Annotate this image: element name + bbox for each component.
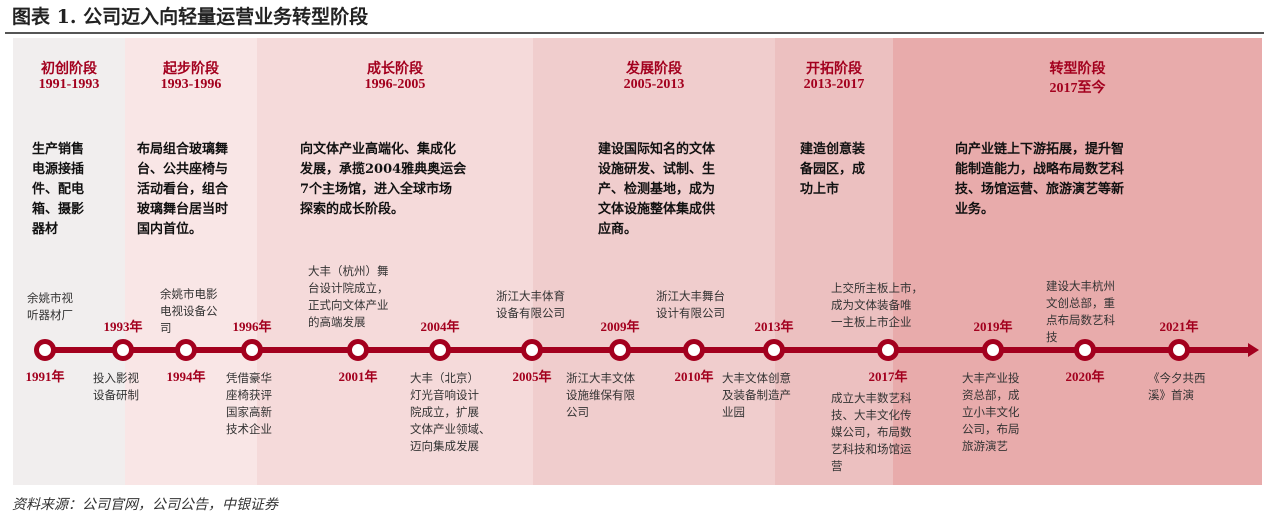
phase-description: 建设国际知名的文体 设施研发、试制、生 产、检测基地，成为 文体设施整体集成供 …	[598, 142, 716, 237]
timeline-node	[429, 339, 451, 361]
event-text: 余姚市视 听器材厂	[27, 291, 73, 322]
timeline-node	[521, 339, 543, 361]
phase-description: 生产销售 电源接插 件、配电 箱、摄影 器材	[32, 142, 85, 237]
event-text: 浙江大丰舞台 设计有限公司	[656, 289, 725, 320]
event-year: 1993年	[103, 319, 143, 334]
event-text: 浙江大丰体育 设备有限公司	[496, 289, 565, 320]
event-year: 1991年	[25, 369, 65, 384]
event-text: 《今夕共西 溪》首演	[1148, 371, 1206, 402]
timeline-node	[683, 339, 705, 361]
phase-name: 成长阶段	[367, 61, 423, 77]
phase-name: 开拓阶段	[806, 61, 862, 77]
event-year: 2021年	[1159, 319, 1199, 334]
phase-name: 初创阶段	[41, 61, 97, 77]
event-text: 投入影视 设备研制	[93, 371, 139, 402]
phase-years: 1996-2005	[364, 77, 426, 92]
timeline-node	[609, 339, 631, 361]
timeline-node	[1074, 339, 1096, 361]
timeline-node	[763, 339, 785, 361]
phase-band	[125, 38, 257, 485]
phase-years: 2017至今	[1049, 81, 1106, 96]
phase-band	[533, 38, 775, 485]
phase-name: 转型阶段	[1049, 61, 1106, 77]
event-year: 2013年	[754, 319, 794, 334]
event-text-secondary: 成立大丰数艺科 技、大丰文化传 媒公司，布局数 艺科技和场馆运 营	[831, 391, 912, 473]
timeline-node	[877, 339, 899, 361]
event-text: 凭借豪华 座椅获评 国家高新 技术企业	[226, 371, 272, 436]
event-year: 2010年	[674, 369, 714, 384]
event-text: 建设大丰杭州 文创总部，重 点布局数艺科 技	[1046, 279, 1115, 344]
source-note: 资料来源：公司官网，公司公告，中银证券	[12, 497, 278, 513]
event-year: 2001年	[338, 369, 378, 384]
phase-name: 发展阶段	[626, 61, 682, 77]
event-text: 上交所主板上市， 成为文体装备唯 一主板上市企业	[831, 281, 923, 329]
phase-years: 2005-2013	[623, 77, 685, 92]
phase-description: 向产业链上下游拓展，提升智 能制造能力，战略布局数艺科 技、场馆运营、旅游演艺等…	[955, 142, 1125, 217]
event-text: 余姚市电影 电视设备公 司	[160, 287, 218, 335]
event-text: 大丰（北京） 灯光音响设计 院成立，扩展 文体产业领域、 迈向集成发展	[410, 371, 491, 453]
timeline-node	[175, 339, 197, 361]
timeline-node	[241, 339, 263, 361]
phase-years: 1991-1993	[38, 77, 100, 92]
event-year: 2019年	[973, 319, 1013, 334]
phase-name: 起步阶段	[163, 61, 219, 77]
phase-description: 向文体产业高端化、集成化 发展，承揽2004雅典奥运会 7个主场馆，进入全球市场…	[300, 142, 467, 217]
event-text: 大丰文体创意 及装备制造产 业园	[722, 371, 791, 419]
timeline-node	[1168, 339, 1190, 361]
event-year: 2005年	[512, 369, 552, 384]
phase-band	[893, 38, 1262, 485]
phase-years: 1993-1996	[160, 77, 222, 92]
phase-band	[13, 38, 125, 485]
event-year: 2009年	[600, 319, 640, 334]
title-divider	[5, 32, 1264, 34]
timeline-axis	[36, 347, 1250, 353]
phase-years: 2013-2017	[803, 77, 865, 92]
event-year: 2004年	[420, 319, 460, 334]
timeline-arrow-icon	[1248, 343, 1259, 357]
phase-band	[775, 38, 893, 485]
event-year: 1994年	[166, 369, 206, 384]
timeline-node	[347, 339, 369, 361]
timeline-node	[112, 339, 134, 361]
event-text: 大丰产业投 资总部，成 立小丰文化 公司，布局 旅游演艺	[962, 371, 1020, 453]
event-year: 1996年	[232, 319, 272, 334]
phase-band	[257, 38, 533, 485]
figure-title: 图表 1. 公司迈入向轻量运营业务转型阶段	[12, 6, 369, 28]
event-text: 浙江大丰文体 设施维保有限 公司	[566, 371, 635, 419]
timeline-node	[34, 339, 56, 361]
event-text: 大丰（杭州）舞 台设计院成立， 正式向文体产业 的高端发展	[308, 264, 389, 329]
timeline-node	[982, 339, 1004, 361]
phase-description: 建造创意装 备园区，成 功上市	[800, 142, 866, 197]
event-year: 2017年	[868, 369, 908, 384]
event-year: 2020年	[1065, 369, 1105, 384]
phase-description: 布局组合玻璃舞 台、公共座椅与 活动看台，组合 玻璃舞台居当时 国内首位。	[137, 142, 229, 237]
